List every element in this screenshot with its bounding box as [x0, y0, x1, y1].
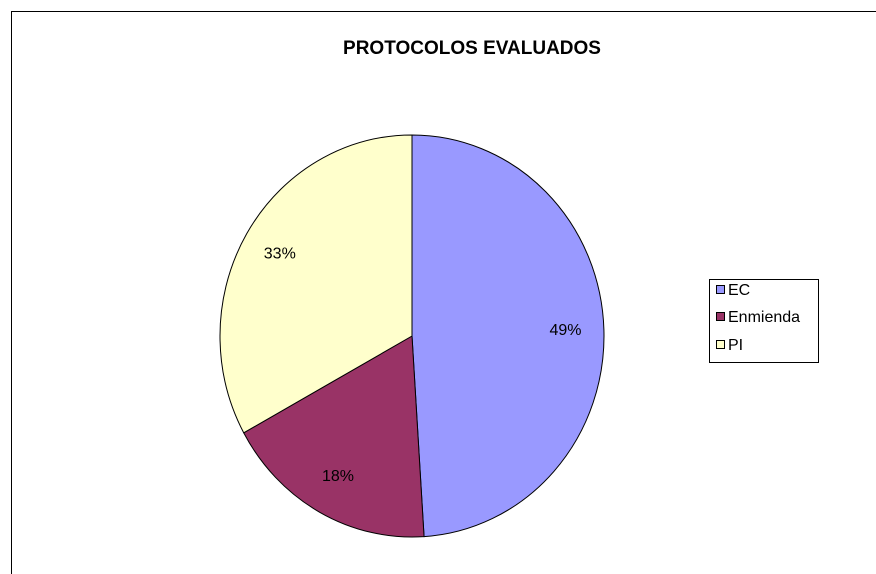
legend-swatch — [716, 340, 725, 349]
pie-slice — [219, 134, 413, 434]
data-label: 49% — [550, 322, 582, 339]
pie-slice — [411, 134, 605, 538]
data-label: 33% — [264, 245, 296, 262]
data-label: 18% — [322, 468, 354, 485]
legend-swatch — [716, 285, 725, 294]
pie-slice — [243, 335, 425, 538]
legend-box — [709, 279, 819, 363]
chart-title: PROTOCOLOS EVALUADOS — [343, 38, 601, 59]
legend-swatch — [716, 312, 725, 321]
legend-label: PI — [728, 337, 743, 354]
legend-label: Enmienda — [728, 309, 800, 326]
legend-label: EC — [728, 282, 750, 299]
